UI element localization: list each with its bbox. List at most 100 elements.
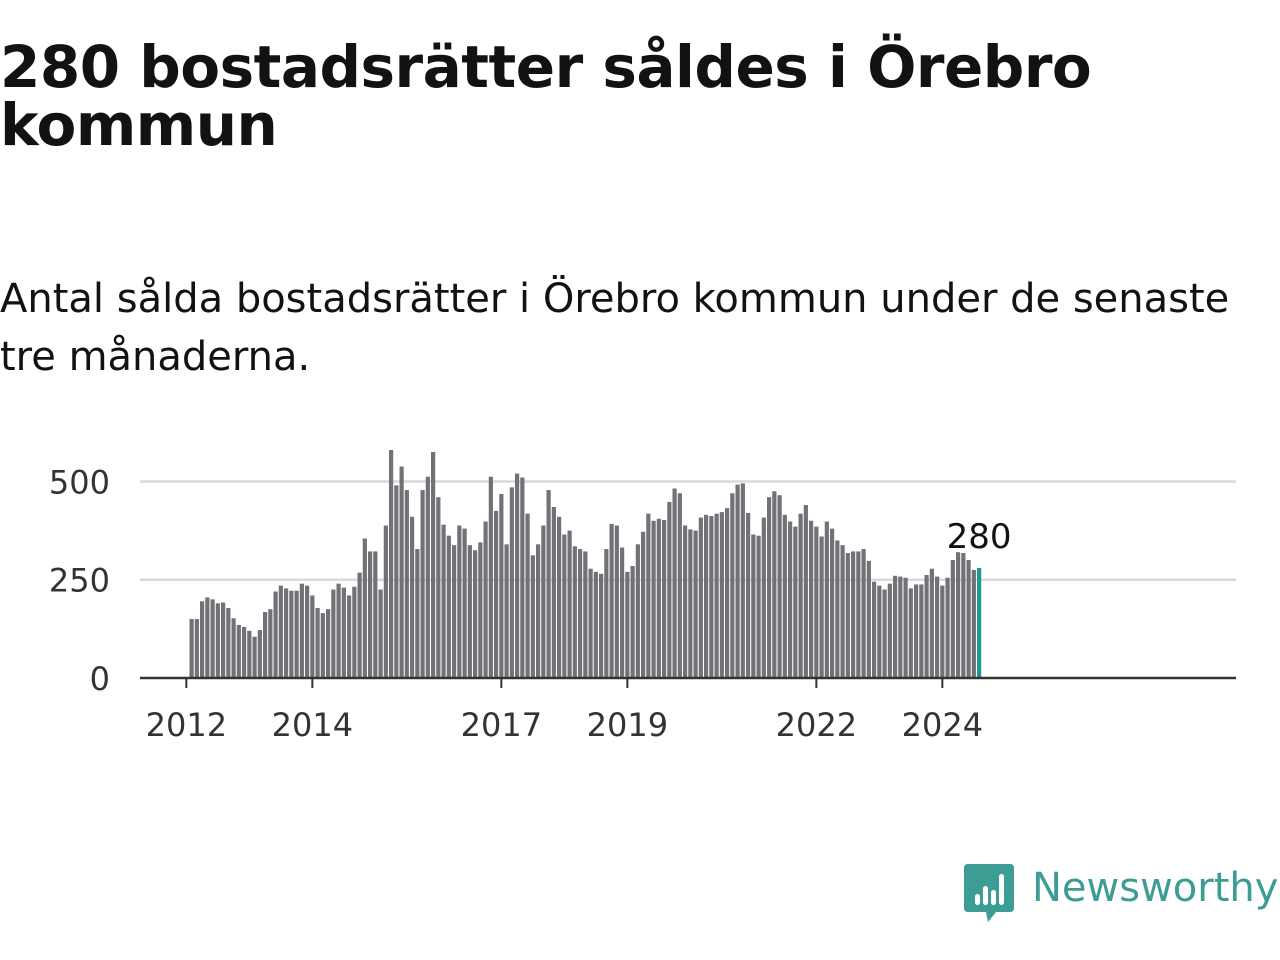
bar [394, 485, 399, 678]
bar [945, 577, 950, 678]
bar [462, 528, 467, 678]
bar [698, 517, 703, 678]
bar [641, 531, 646, 678]
bar [893, 575, 898, 678]
bar [546, 490, 551, 678]
bar [740, 483, 745, 678]
bar [704, 514, 709, 678]
bar [830, 528, 835, 678]
bar-latest [977, 567, 982, 678]
bar [919, 584, 924, 678]
bar [357, 572, 362, 678]
bar [929, 568, 934, 678]
bar-chart: 0 250 500 2012 2014 2017 2019 2022 2024 280 [49, 450, 1236, 744]
bar [614, 525, 619, 678]
bar [803, 505, 808, 678]
bar [315, 608, 320, 678]
bar [583, 551, 588, 678]
bar [530, 555, 535, 678]
bar [746, 512, 751, 678]
x-tick-label: 2022 [776, 706, 857, 744]
bar [851, 551, 856, 678]
bar [604, 549, 609, 678]
bar [756, 535, 761, 678]
bar [730, 493, 735, 678]
bar [268, 609, 273, 678]
bar [751, 534, 756, 678]
bar [898, 576, 903, 678]
bar [189, 619, 194, 678]
bar [777, 495, 782, 678]
bar [483, 521, 488, 678]
bar [646, 513, 651, 678]
latest-value-label: 280 [947, 517, 1012, 557]
bar [819, 536, 824, 678]
bar [935, 576, 940, 678]
y-tick-label: 250 [49, 562, 110, 600]
newsworthy-bar-chart-icon [964, 864, 1014, 922]
bar [504, 544, 509, 678]
bar [299, 583, 304, 678]
bar [625, 571, 630, 678]
bar [467, 545, 472, 678]
bar [840, 545, 845, 678]
bar [719, 512, 724, 678]
bar [536, 544, 541, 678]
x-tick-label: 2019 [587, 706, 668, 744]
bar [352, 586, 357, 678]
bar [593, 571, 598, 678]
bar [956, 552, 961, 678]
bar [284, 588, 289, 678]
bar [273, 591, 278, 678]
bar [294, 590, 299, 678]
bar [772, 491, 777, 678]
bar [420, 490, 425, 678]
bar [761, 517, 766, 678]
bar [835, 540, 840, 678]
bar [431, 451, 436, 678]
bar [441, 524, 446, 678]
x-tick-label: 2012 [146, 706, 227, 744]
bar [882, 589, 887, 678]
bar [457, 525, 462, 678]
bar [326, 609, 331, 678]
bar [404, 490, 409, 678]
bar [247, 630, 252, 678]
bar [436, 497, 441, 678]
bar [410, 516, 415, 678]
bar [877, 585, 882, 678]
bar [373, 551, 378, 678]
bar [509, 487, 514, 678]
bar [425, 476, 430, 678]
bar [672, 488, 677, 678]
bar [620, 547, 625, 678]
bar [473, 550, 478, 678]
bar [446, 535, 451, 678]
bar [861, 549, 866, 678]
bar [541, 525, 546, 678]
bar [200, 601, 205, 678]
bar [924, 575, 929, 678]
x-tick-label: 2014 [272, 706, 353, 744]
bar [347, 595, 352, 678]
bar [814, 526, 819, 678]
bar [798, 513, 803, 678]
bar [788, 521, 793, 678]
bar [231, 618, 236, 678]
bar [515, 473, 520, 678]
bar-series [189, 450, 982, 678]
bar [362, 538, 367, 678]
bar [630, 565, 635, 678]
gridlines [140, 480, 1236, 581]
bar [194, 619, 199, 678]
bar [599, 573, 604, 678]
bar [215, 603, 220, 678]
bar [368, 551, 373, 678]
bar [709, 516, 714, 678]
bar [289, 590, 294, 678]
bar [782, 514, 787, 678]
bar [494, 510, 499, 678]
bar [562, 534, 567, 678]
bar [205, 597, 210, 678]
bar [824, 521, 829, 678]
